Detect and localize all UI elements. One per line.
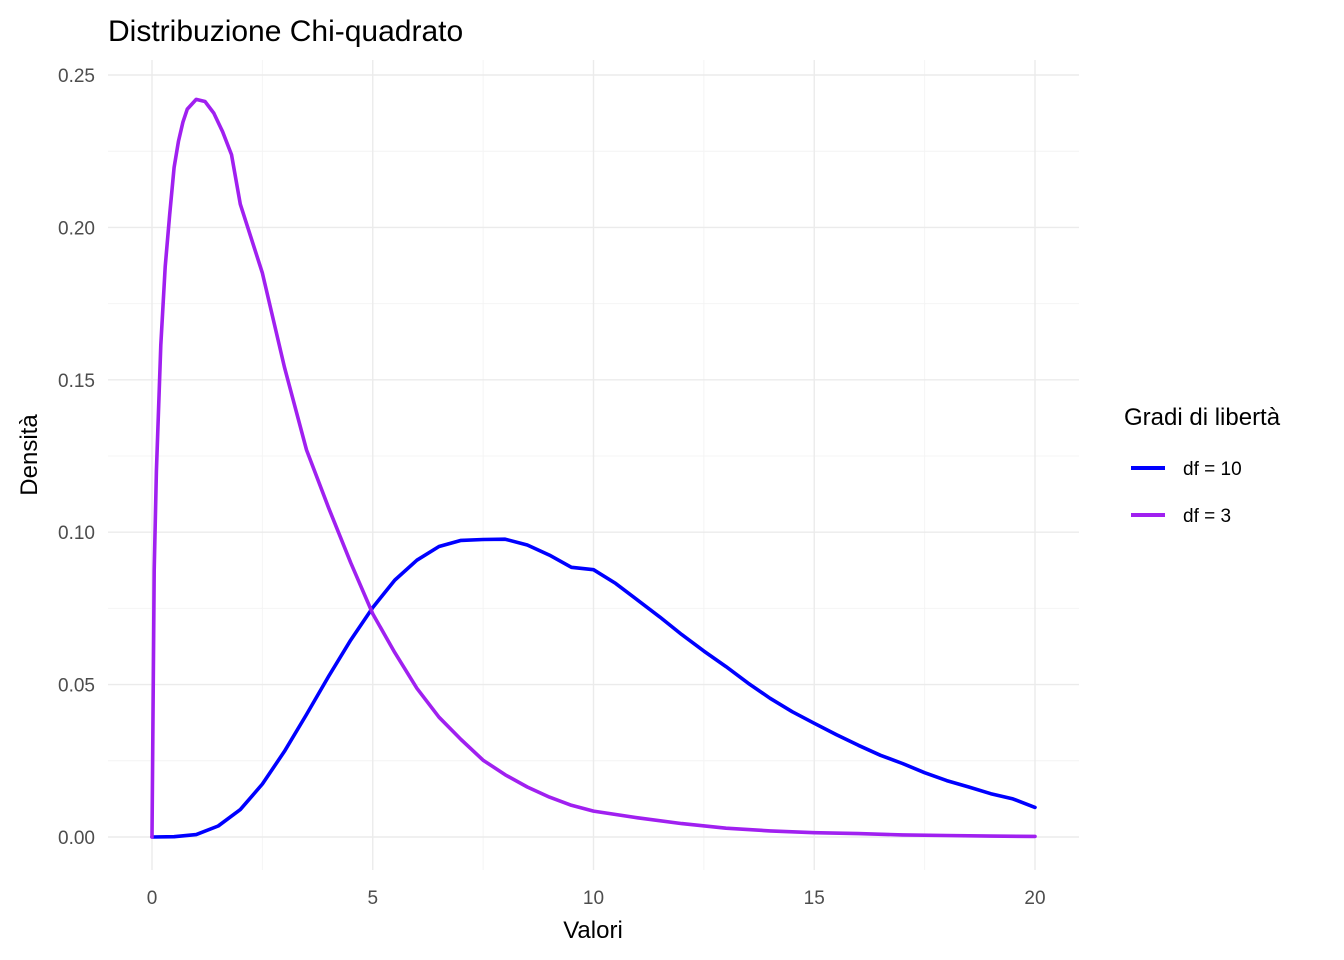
grid [108, 60, 1079, 870]
y-tick-label: 0.15 [58, 371, 95, 392]
y-axis-ticks: 0.00 0.05 0.10 0.15 0.20 0.25 [58, 66, 95, 849]
y-tick-label: 0.05 [58, 676, 95, 697]
y-tick-label: 0.00 [58, 828, 95, 849]
y-tick-label: 0.20 [58, 218, 95, 239]
x-tick-label: 10 [583, 888, 604, 909]
x-axis-ticks: 0 5 10 15 20 [147, 888, 1046, 909]
chart-title: Distribuzione Chi-quadrato [108, 15, 463, 48]
legend: Gradi di libertà df = 10 df = 3 [1124, 404, 1281, 527]
x-tick-label: 20 [1024, 888, 1045, 909]
series-line-df-10 [150, 537, 1037, 839]
x-tick-label: 5 [367, 888, 378, 909]
x-axis-title: Valori [563, 917, 623, 944]
series-group [150, 97, 1037, 839]
legend-title: Gradi di libertà [1124, 404, 1281, 431]
y-tick-label: 0.25 [58, 66, 95, 87]
legend-label-df-10: df = 10 [1183, 459, 1242, 480]
x-tick-label: 15 [804, 888, 825, 909]
y-axis-title: Densità [16, 414, 43, 496]
y-tick-label: 0.10 [58, 523, 95, 544]
legend-label-df-3: df = 3 [1183, 506, 1231, 527]
series-line-df-3 [150, 97, 1037, 839]
x-tick-label: 0 [147, 888, 158, 909]
